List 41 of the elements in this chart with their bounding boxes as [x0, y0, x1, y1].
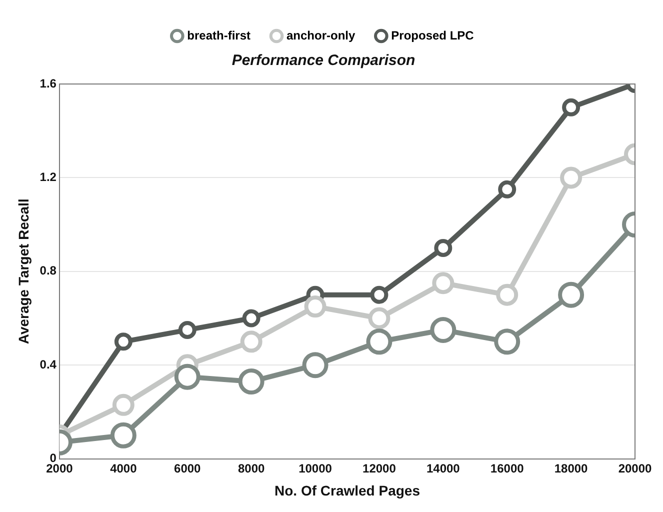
point	[368, 307, 390, 330]
point	[238, 368, 264, 394]
y-axis-title: Average Target Recall	[15, 198, 32, 344]
x-tick-label: 10000	[298, 461, 332, 476]
x-tick-label: 8000	[238, 461, 265, 476]
point	[370, 286, 388, 304]
point	[174, 364, 200, 390]
point	[110, 422, 136, 448]
point	[430, 316, 456, 343]
point	[562, 98, 580, 116]
x-tick-label: 20000	[618, 461, 652, 476]
point	[434, 238, 452, 257]
x-tick-label: 18000	[554, 461, 588, 476]
x-tick-label: 12000	[362, 461, 396, 476]
x-axis-title: No. Of Crawled Pages	[274, 482, 420, 498]
point	[304, 296, 326, 318]
point	[432, 272, 454, 294]
point	[560, 166, 582, 189]
x-tick-label: 4000	[110, 461, 138, 476]
point	[498, 180, 516, 198]
point	[558, 282, 584, 308]
point	[242, 309, 260, 328]
point	[496, 284, 518, 306]
x-tick-label: 6000	[174, 461, 202, 476]
legend-label: breath-first	[187, 28, 250, 42]
point	[112, 394, 134, 416]
point	[178, 320, 196, 339]
y-tick-label: 1.6	[40, 76, 57, 90]
x-tick-label: 14000	[426, 461, 460, 476]
point	[366, 328, 392, 355]
y-tick-label: 0.4	[40, 357, 57, 372]
legend-label: Proposed LPC	[391, 28, 474, 42]
legend-label: anchor-only	[286, 28, 356, 42]
point	[302, 352, 328, 378]
y-tick-label: 0.8	[40, 264, 57, 278]
x-tick-label: 16000	[490, 461, 524, 476]
point	[240, 330, 262, 353]
point	[494, 328, 520, 355]
y-tick-label: 1.2	[40, 170, 57, 184]
chart-title: Performance Comparison	[232, 52, 416, 70]
point	[114, 332, 132, 351]
